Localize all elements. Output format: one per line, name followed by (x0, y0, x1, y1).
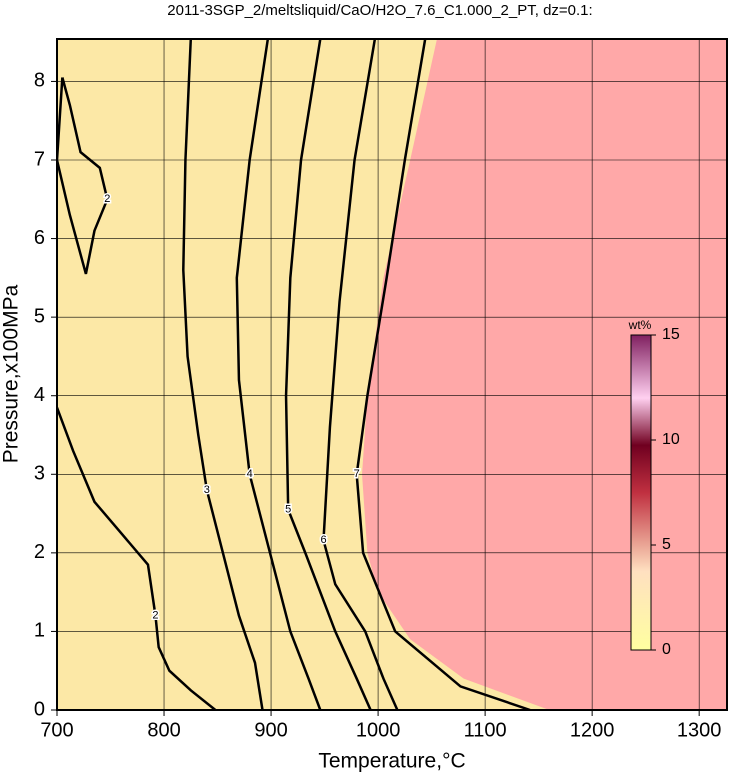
x-tick-label: 800 (147, 719, 180, 741)
contour-label: 3 (204, 484, 210, 496)
contour-line (57, 77, 109, 275)
contour-label: 6 (320, 534, 326, 546)
contour-line (182, 39, 264, 710)
y-tick-label: 2 (34, 541, 45, 563)
y-tick-label: 6 (34, 227, 45, 249)
y-tick-label: 3 (34, 463, 45, 485)
x-tick-label: 1300 (677, 719, 722, 741)
contour-label: 5 (285, 504, 291, 516)
melt-region (362, 39, 727, 710)
y-tick-label: 0 (34, 698, 45, 720)
contour-label: 4 (247, 468, 253, 480)
colorbar-tick-label: 15 (662, 326, 680, 343)
x-tick-label: 700 (40, 719, 73, 741)
contour-label: 2 (104, 193, 110, 205)
x-tick-label: 900 (254, 719, 287, 741)
colorbar-tick-label: 5 (662, 536, 671, 553)
y-tick-label: 7 (34, 148, 45, 170)
contour-label: 2 (152, 610, 158, 622)
chart-title: 2011-3SGP_2/meltsliquid/CaO/H2O_7.6_C1.0… (167, 2, 592, 19)
y-tick-label: 4 (34, 384, 45, 406)
x-tick-label: 1000 (356, 719, 401, 741)
frame (56, 38, 728, 711)
colorbar (630, 334, 652, 651)
x-axis-label: Temperature,°C (318, 750, 465, 773)
contour-line (355, 39, 531, 710)
contour-line (284, 39, 372, 710)
x-tick-label: 1100 (464, 719, 507, 741)
x-tick-label: 1200 (570, 719, 615, 741)
plot-area: 2 2 3 4 5 6 7 (57, 39, 727, 710)
y-tick-label: 5 (34, 305, 45, 327)
colorbar-tick-label: 0 (662, 641, 671, 658)
contour-line (235, 39, 322, 710)
contour-line (322, 39, 399, 710)
y-tick-label: 8 (34, 70, 45, 92)
y-axis-label: Pressure,x100MPa (0, 284, 23, 463)
contour-label: 7 (354, 468, 360, 480)
y-tick-label: 1 (34, 620, 45, 642)
contour-line (57, 407, 217, 710)
colorbar-title: wt% (628, 318, 652, 332)
colorbar-tick-label: 10 (662, 431, 680, 448)
